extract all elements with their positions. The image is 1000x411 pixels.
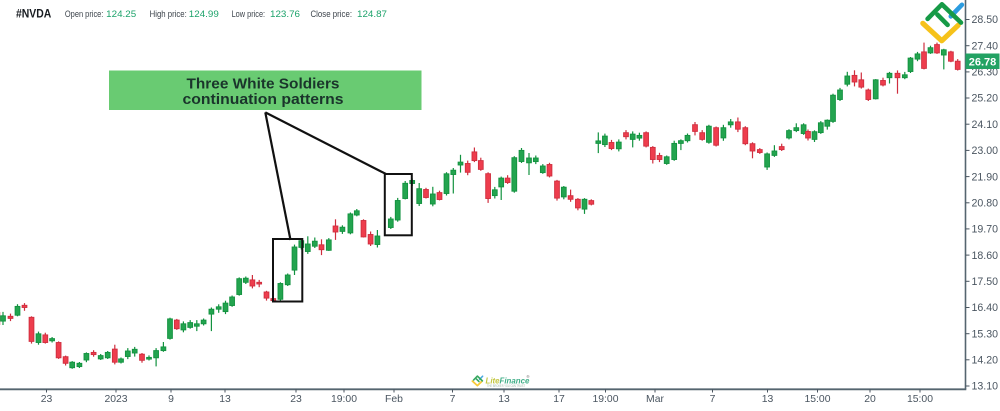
svg-text:25.20: 25.20 (972, 93, 999, 105)
svg-text:17.50: 17.50 (972, 276, 999, 288)
svg-text:14.20: 14.20 (972, 355, 999, 367)
svg-text:High price:: High price: (150, 9, 187, 20)
svg-text:19.70: 19.70 (972, 224, 999, 236)
svg-text:13: 13 (762, 394, 774, 405)
svg-text:#NVDA: #NVDA (16, 7, 52, 20)
svg-text:124.99: 124.99 (189, 9, 219, 20)
svg-text:24.10: 24.10 (972, 119, 999, 131)
svg-text:THE BROKER YOU CAN TRUST: THE BROKER YOU CAN TRUST (487, 384, 525, 388)
svg-text:124.87: 124.87 (357, 9, 387, 20)
svg-text:Open price:: Open price: (65, 9, 104, 20)
svg-text:7: 7 (710, 394, 716, 405)
svg-text:Feb: Feb (385, 394, 403, 405)
svg-text:20: 20 (864, 394, 876, 405)
svg-text:Low price:: Low price: (232, 9, 266, 20)
svg-text:123.76: 123.76 (270, 9, 300, 20)
svg-text:17: 17 (553, 394, 565, 405)
svg-text:Close price:: Close price: (311, 9, 353, 20)
svg-text:13: 13 (219, 394, 231, 405)
svg-text:Three White Soldiers: Three White Soldiers (187, 76, 340, 92)
svg-text:13.10: 13.10 (972, 381, 999, 393)
svg-text:LiteFinance: LiteFinance (486, 377, 530, 386)
svg-text:26.78: 26.78 (969, 56, 997, 68)
svg-text:2023: 2023 (104, 394, 127, 405)
svg-text:continuation patterns: continuation patterns (183, 92, 344, 108)
svg-text:9: 9 (168, 394, 174, 405)
svg-text:20.80: 20.80 (972, 198, 999, 210)
svg-text:13: 13 (498, 394, 510, 405)
svg-text:23: 23 (290, 394, 302, 405)
svg-text:18.60: 18.60 (972, 250, 999, 262)
svg-text:Mar: Mar (646, 394, 664, 405)
svg-text:15.30: 15.30 (972, 328, 999, 340)
svg-text:19:00: 19:00 (592, 394, 618, 405)
svg-text:15:00: 15:00 (804, 394, 830, 405)
svg-text:23.00: 23.00 (972, 145, 999, 157)
svg-text:27.40: 27.40 (972, 40, 999, 52)
svg-text:21.90: 21.90 (972, 171, 999, 183)
svg-text:124.25: 124.25 (106, 9, 136, 20)
svg-text:16.40: 16.40 (972, 302, 999, 314)
svg-text:7: 7 (450, 394, 456, 405)
svg-text:28.50: 28.50 (972, 14, 999, 26)
svg-text:26.30: 26.30 (972, 67, 999, 79)
svg-text:®: ® (527, 374, 530, 379)
svg-text:19:00: 19:00 (331, 394, 357, 405)
svg-text:15:00: 15:00 (907, 394, 933, 405)
svg-text:23: 23 (41, 394, 53, 405)
